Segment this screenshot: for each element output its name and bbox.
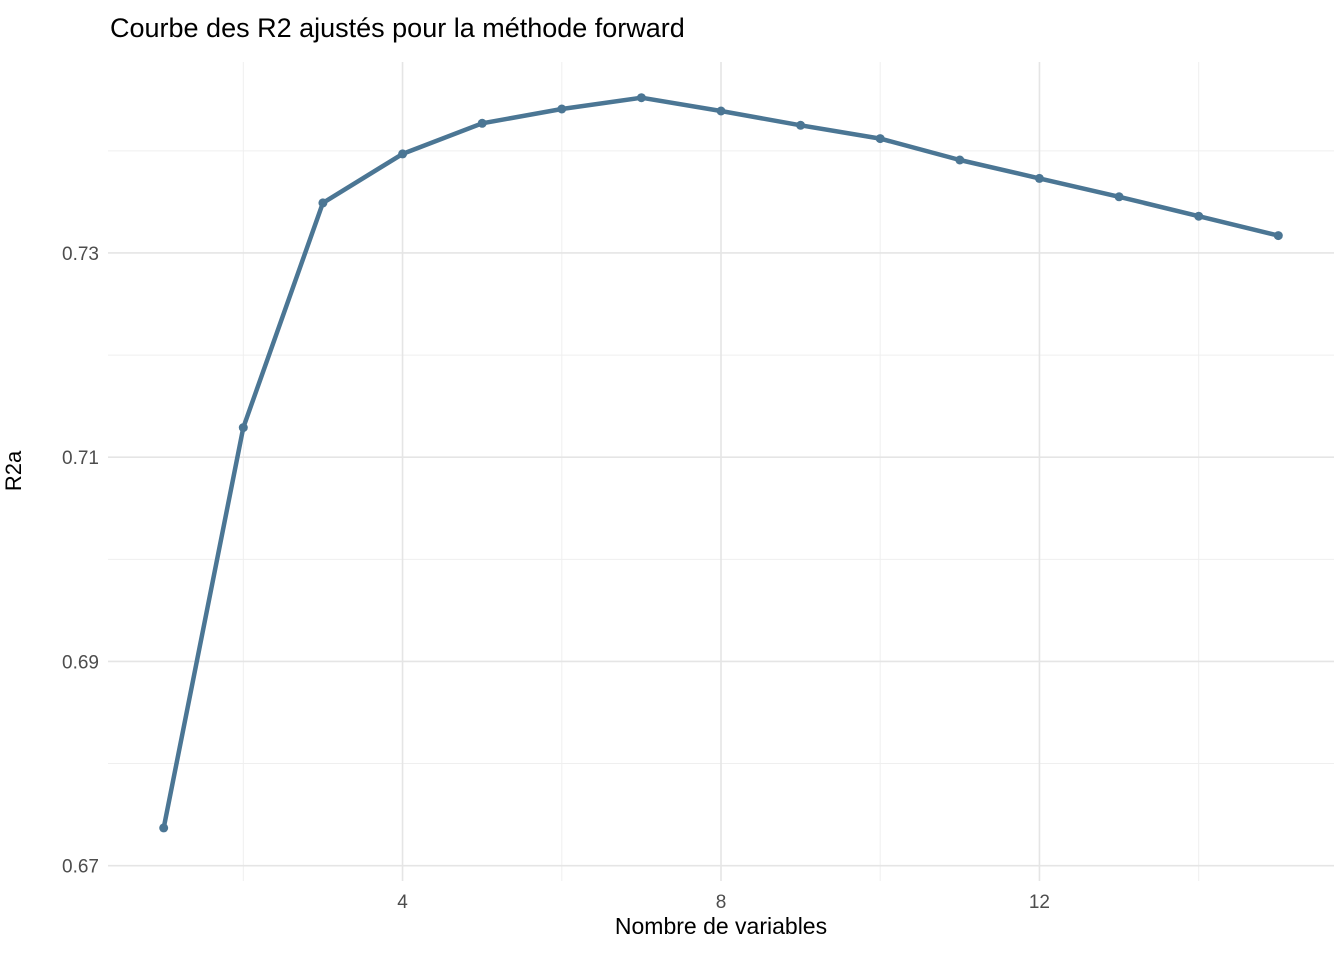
y-tick-label: 0.73 — [62, 244, 99, 265]
y-tick-label: 0.71 — [62, 448, 99, 469]
data-point — [557, 104, 567, 114]
x-tick-label: 4 — [397, 892, 408, 913]
data-point — [955, 155, 965, 165]
y-tick-label: 0.67 — [62, 857, 99, 878]
data-point — [1194, 211, 1204, 221]
data-point — [716, 106, 726, 116]
data-point — [1273, 231, 1283, 241]
data-point — [398, 149, 408, 159]
data-point — [636, 93, 646, 103]
data-point — [796, 120, 806, 130]
data-point — [1114, 192, 1124, 202]
x-axis-title: Nombre de variables — [614, 913, 828, 939]
data-point — [318, 198, 328, 208]
x-tick-label: 12 — [1029, 892, 1050, 913]
data-point — [159, 823, 169, 833]
data-point — [875, 134, 885, 144]
data-point — [1034, 173, 1044, 183]
x-tick-label: 8 — [716, 892, 727, 913]
chart-title: Courbe des R2 ajustés pour la méthode fo… — [110, 13, 685, 43]
data-point — [238, 423, 248, 433]
data-point — [477, 118, 487, 128]
y-tick-label: 0.69 — [62, 652, 99, 673]
